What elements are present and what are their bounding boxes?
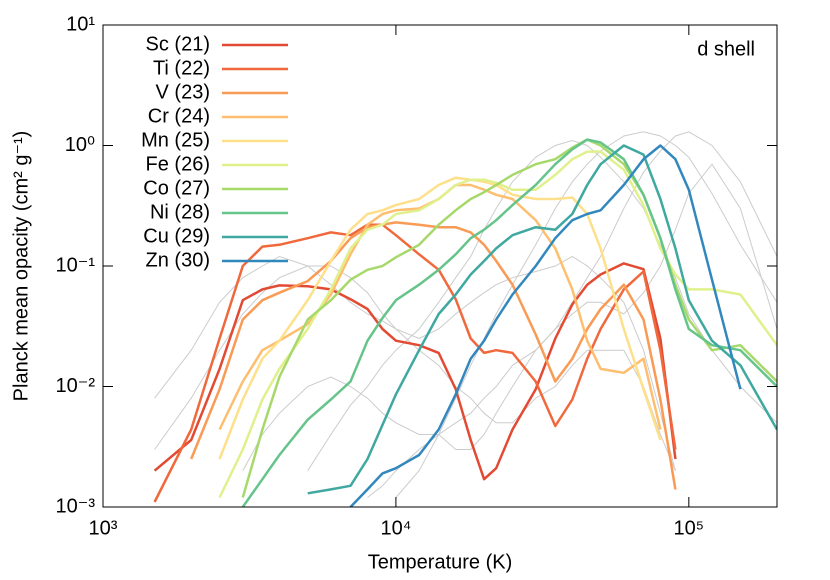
y-axis-label: Planck mean opacity (cm² g⁻¹) (10, 131, 32, 402)
legend-label: Fe (26) (146, 153, 210, 175)
background-line (154, 265, 676, 471)
plot-lines (153, 131, 777, 507)
x-tick-label: 10⁴ (380, 517, 411, 539)
legend-label: Ni (28) (150, 201, 210, 223)
series-line (241, 138, 777, 507)
y-tick-label: 10¹ (66, 13, 95, 35)
legend-label: Cr (24) (148, 105, 210, 127)
legend-label: Cu (29) (143, 225, 210, 247)
series-line (307, 144, 777, 495)
legend-label: Ti (22) (153, 57, 210, 79)
legend-label: Mn (25) (141, 129, 210, 151)
series-line (218, 150, 777, 499)
legend-label: V (23) (156, 81, 210, 103)
legend-label: Zn (30) (146, 249, 210, 271)
x-tick-label: 10⁵ (674, 517, 705, 539)
x-tick-label: 10³ (89, 517, 118, 539)
series-line (153, 223, 677, 503)
y-tick-label: 10⁻² (56, 375, 96, 397)
y-tick-label: 10⁰ (65, 134, 95, 156)
x-axis-label: Temperature (K) (368, 551, 513, 573)
y-tick-label: 10⁻³ (56, 495, 96, 517)
y-tick-label: 10⁻¹ (56, 254, 96, 276)
series-line (190, 221, 677, 490)
background-line (242, 131, 777, 471)
background-line (307, 139, 777, 471)
series-line (349, 144, 742, 507)
annotation: d shell (697, 38, 755, 60)
legend-label: Co (27) (143, 177, 210, 199)
background-line (395, 131, 777, 498)
legend-label: Sc (21) (146, 33, 210, 55)
series-line (218, 183, 662, 431)
series-line (153, 262, 677, 481)
